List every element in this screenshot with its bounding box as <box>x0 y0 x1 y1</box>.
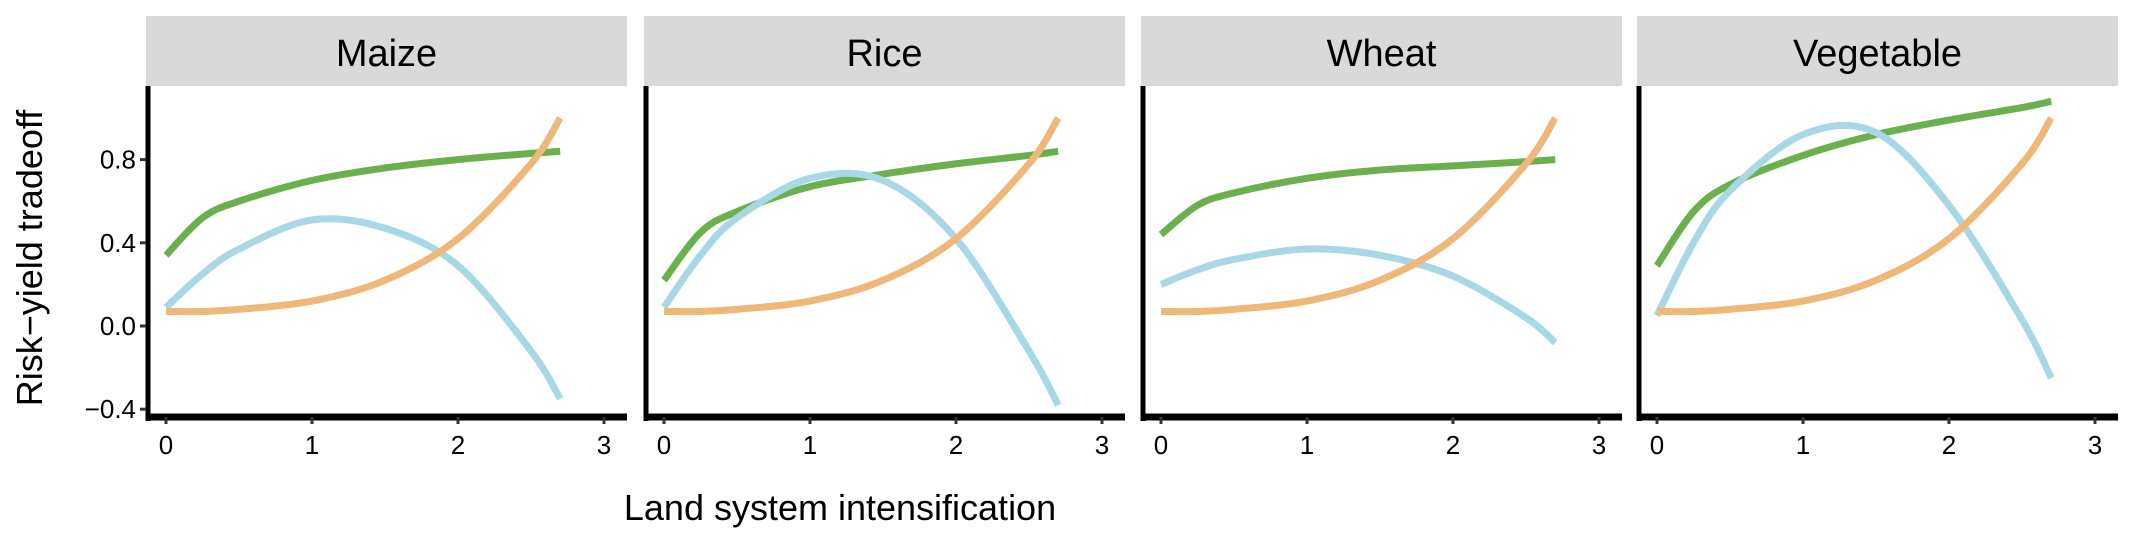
x-tick-label: 1 <box>803 430 817 460</box>
facet-title: Maize <box>336 33 437 75</box>
y-tick-label: 0.0 <box>100 311 136 341</box>
facet-strip <box>1637 16 2118 86</box>
panel-vegetable: Vegetable 0 1 2 3 <box>1636 16 2118 460</box>
series-line-blue <box>1159 245 1558 346</box>
series-line-green <box>1158 156 1556 238</box>
facet-title: Wheat <box>1327 33 1437 75</box>
y-axis-title: Risk−yield tradeoff <box>9 109 50 406</box>
x-tick-label: 0 <box>657 430 671 460</box>
x-tick-label: 3 <box>1095 430 1109 460</box>
y-tick-label: −0.4 <box>85 394 136 424</box>
x-tick-label: 2 <box>1446 430 1460 460</box>
y-tick-label: 0.4 <box>100 228 136 258</box>
facet-strip <box>1141 16 1622 86</box>
panel-rice: Rice 0 1 2 3 <box>643 16 1125 460</box>
series-line-green <box>661 147 1059 283</box>
x-tick-label: 3 <box>597 430 611 460</box>
facet-strip <box>146 16 627 86</box>
series-line-green <box>1654 97 2052 268</box>
facet-strip <box>644 16 1125 86</box>
facet-title: Rice <box>846 33 922 75</box>
panel-wheat: Wheat 0 1 2 3 <box>1140 16 1622 460</box>
series-line-green <box>163 147 561 258</box>
x-tick-label: 1 <box>1796 430 1810 460</box>
x-tick-label: 2 <box>1942 430 1956 460</box>
x-tick-label: 1 <box>305 430 319 460</box>
x-tick-label: 3 <box>1592 430 1606 460</box>
series-line-orange <box>165 116 564 316</box>
x-tick-label: 3 <box>2088 430 2102 460</box>
x-tick-label: 2 <box>451 430 465 460</box>
series-line-orange <box>1160 116 1559 316</box>
series-line-blue <box>661 169 1062 407</box>
series-line-blue <box>163 215 564 401</box>
x-tick-label: 2 <box>949 430 963 460</box>
x-tick-label: 1 <box>1300 430 1314 460</box>
facet-title: Vegetable <box>1793 33 1962 75</box>
series-line-blue <box>1653 121 2055 380</box>
y-tick-label: 0.8 <box>100 145 136 175</box>
series-line-orange <box>1656 116 2055 316</box>
x-axis-title: Land system intensification <box>624 487 1056 528</box>
x-tick-label: 0 <box>159 430 173 460</box>
panel-maize: Maize 0 1 2 3 −0.4 0.0 0.4 0.8 <box>85 16 627 460</box>
series-line-orange <box>663 116 1062 316</box>
x-tick-label: 0 <box>1650 430 1664 460</box>
x-tick-label: 0 <box>1154 430 1168 460</box>
